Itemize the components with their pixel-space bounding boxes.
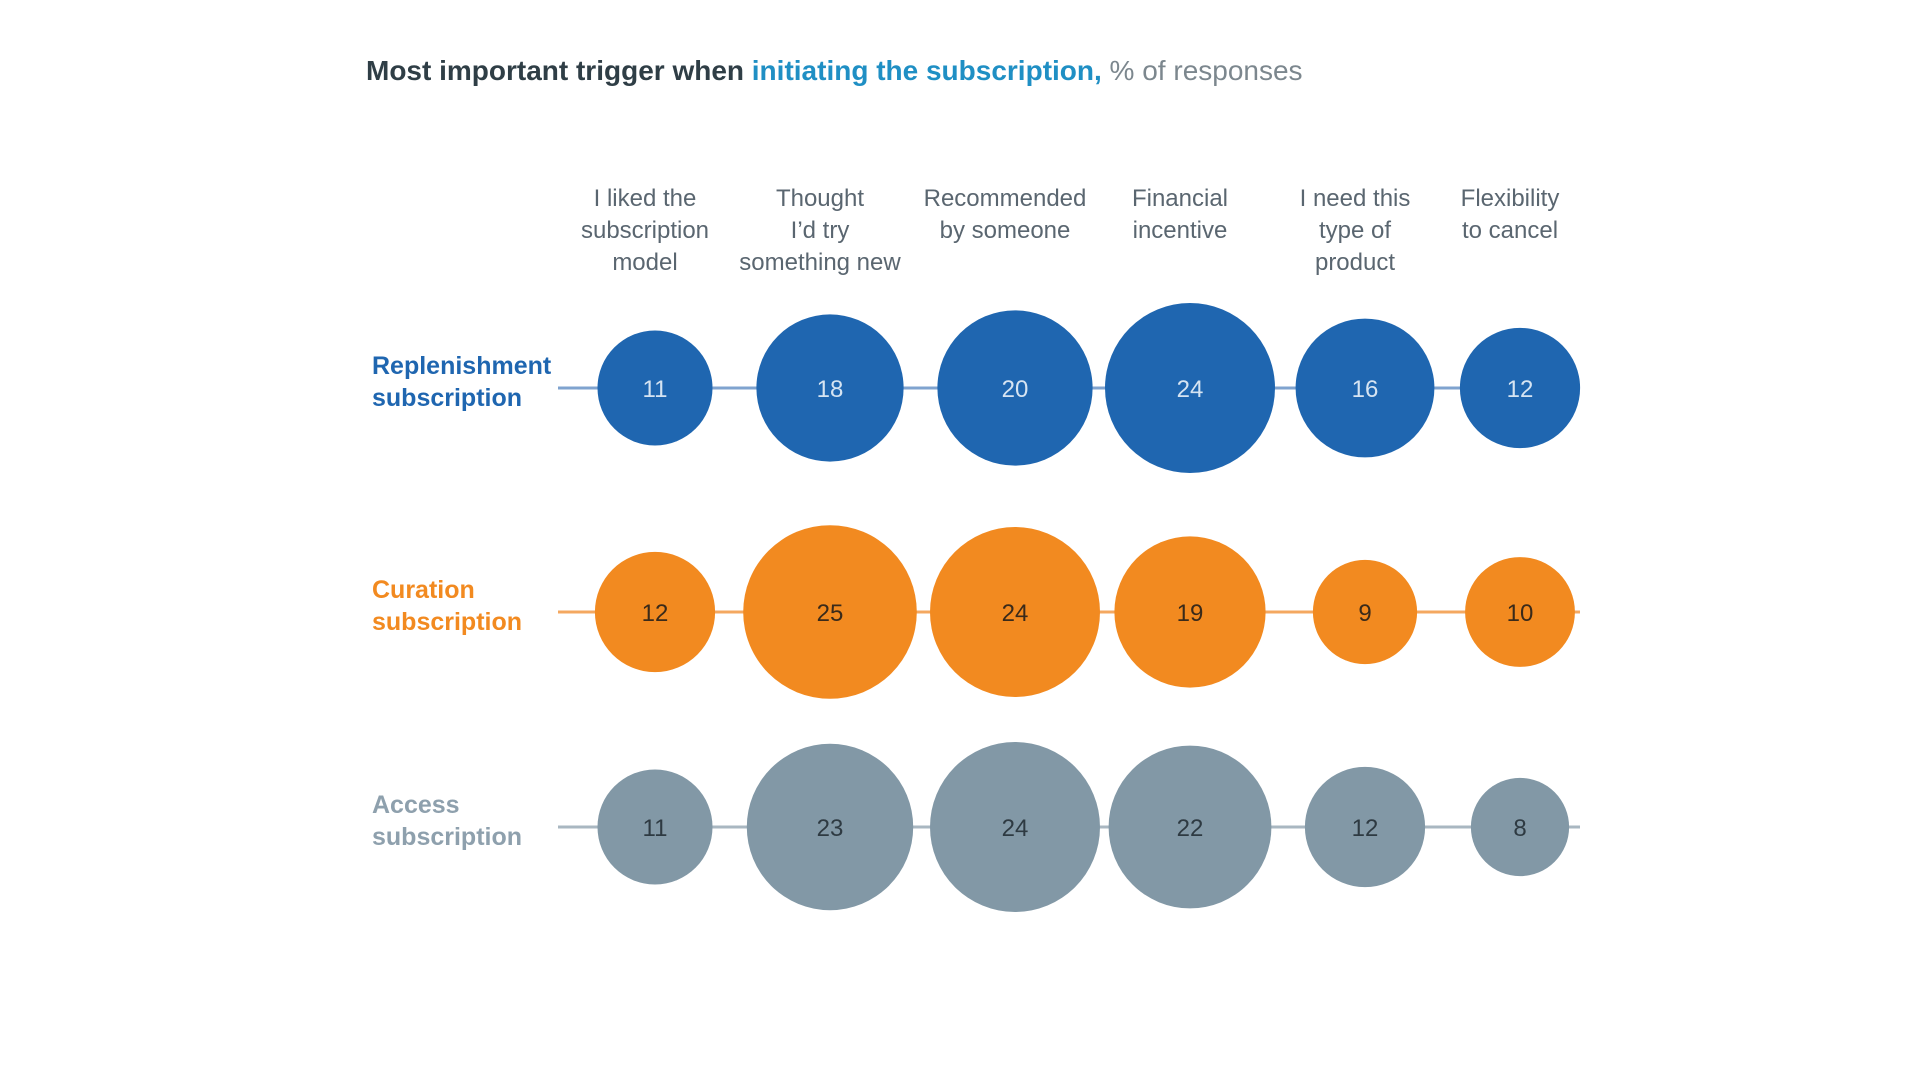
bubble-value-1-3: 19 [1177, 600, 1204, 627]
category-label-4: I need this type of product [1300, 185, 1411, 276]
series-row-1: Curation subscription 12 25 24 19 9 10 [372, 525, 1580, 699]
bubble-2-4 [1304, 766, 1426, 888]
bubble-1-0 [594, 551, 716, 673]
title-part-1: Most important trigger when [366, 55, 752, 86]
bubble-value-2-5: 8 [1513, 815, 1526, 842]
bubble-value-2-2: 24 [1002, 815, 1029, 842]
series-label-0: Replenishment subscription [372, 352, 552, 412]
bubble-1-3 [1114, 536, 1266, 688]
bubble-value-2-3: 22 [1177, 815, 1204, 842]
bubble-1-1 [743, 525, 917, 699]
bubble-value-0-5: 12 [1507, 376, 1534, 403]
bubble-2-1 [746, 743, 914, 911]
category-label-5: Flexibility to cancel [1461, 185, 1560, 244]
bubble-2-3 [1108, 745, 1272, 909]
bubble-value-1-5: 10 [1507, 600, 1534, 627]
category-label-0: I liked the subscription model [581, 185, 709, 276]
bubble-value-1-2: 24 [1002, 600, 1029, 627]
bubble-value-0-3: 24 [1177, 376, 1204, 403]
series-row-0: Replenishment subscription 11 18 20 24 16 12 [372, 303, 1581, 473]
series-row-2: Access subscription 11 23 24 22 12 8 [372, 742, 1580, 912]
series-label-2: Access subscription [372, 791, 522, 851]
bubble-0-2 [937, 310, 1093, 466]
bubble-2-5 [1470, 777, 1570, 877]
bubble-0-4 [1295, 318, 1435, 458]
bubble-value-1-4: 9 [1358, 600, 1371, 627]
bubble-0-5 [1459, 327, 1581, 449]
bubble-value-2-1: 23 [817, 815, 844, 842]
bubble-value-0-4: 16 [1352, 376, 1379, 403]
bubble-value-2-0: 11 [643, 815, 668, 842]
bubble-value-2-4: 12 [1352, 815, 1379, 842]
title-part-2: initiating the subscription, [751, 55, 1102, 86]
series-label-1: Curation subscription [372, 576, 522, 636]
bubble-value-0-1: 18 [817, 376, 844, 403]
category-label-1: Thought I’d try something new [739, 185, 901, 276]
title-part-3: % of responses [1101, 55, 1303, 86]
bubble-2-0 [597, 769, 713, 885]
chart-title: Most important trigger when initiating t… [366, 52, 1303, 90]
bubble-0-3 [1105, 303, 1275, 473]
category-label-3: Financial incentive [1132, 185, 1228, 244]
bubble-1-2 [930, 527, 1100, 697]
bubble-value-1-0: 12 [642, 600, 669, 627]
bubble-0-0 [597, 330, 713, 446]
category-label-2: Recommended by someone [924, 185, 1087, 244]
bubble-1-5 [1465, 557, 1575, 667]
bubble-value-0-2: 20 [1002, 376, 1029, 403]
bubble-1-4 [1312, 559, 1418, 665]
bubble-2-2 [930, 742, 1100, 912]
bubble-value-1-1: 25 [817, 600, 844, 627]
bubble-0-1 [756, 314, 904, 462]
bubble-value-0-0: 11 [643, 376, 668, 403]
